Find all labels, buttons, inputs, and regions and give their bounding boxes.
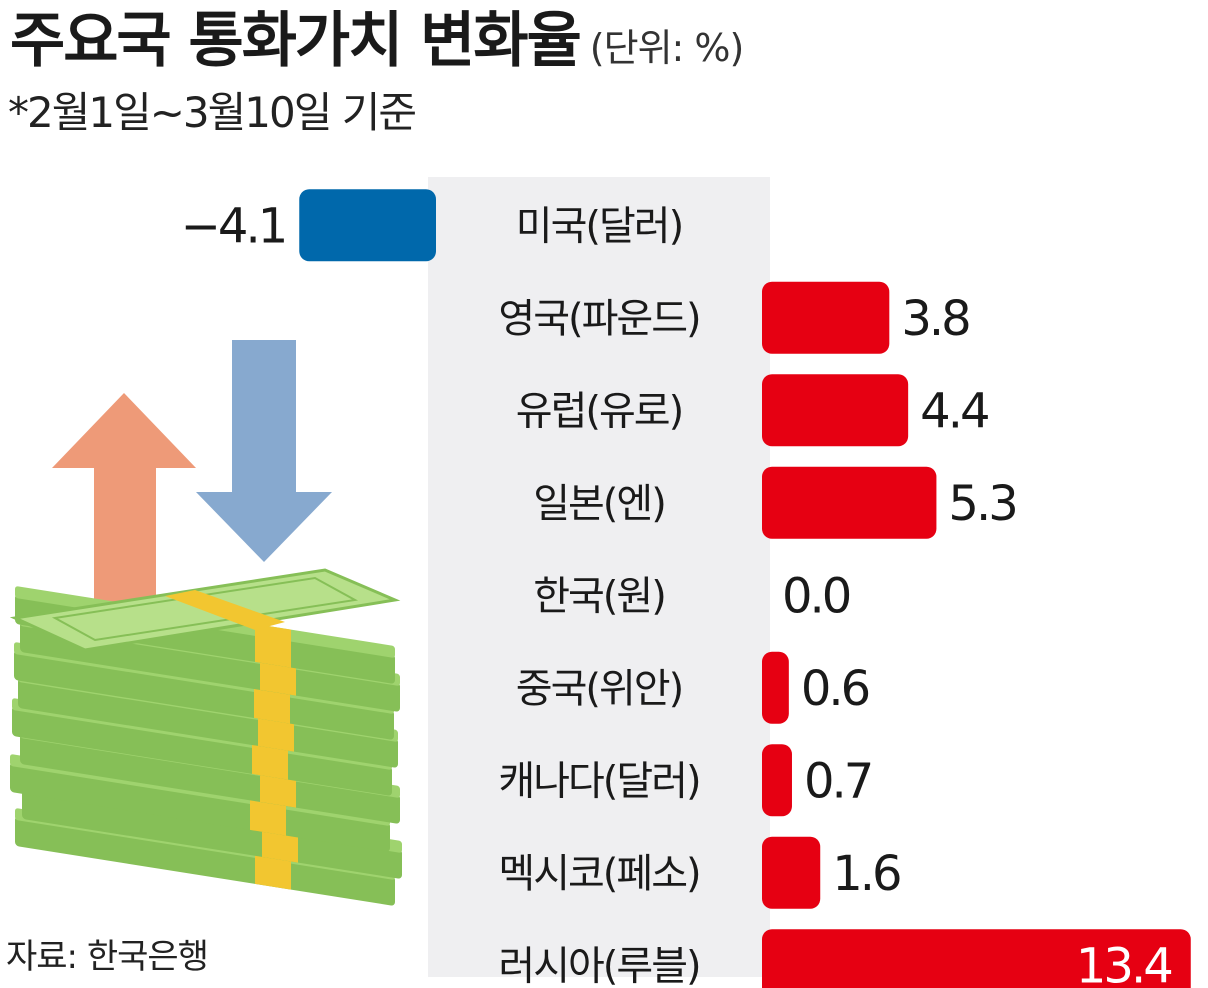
arrow-down-icon — [196, 340, 332, 562]
source-label: 자료: 한국은행 — [6, 937, 209, 977]
value-labels-group: −4.1 3.8 4.4 5.3 0.0 0.6 0.7 1.6 13.4 — [181, 198, 1175, 988]
chart-subtitle: *2월1일~3월10일 기준 — [8, 88, 417, 137]
category-label: 중국(위안) — [516, 666, 682, 712]
bars-group — [299, 189, 1191, 988]
bundle-side-icon — [18, 678, 398, 768]
unit-label: (단위: %) — [589, 26, 745, 70]
bundle-side-icon — [12, 706, 392, 796]
arrow-up-icon — [52, 393, 196, 610]
bar — [762, 281, 890, 354]
category-labels-group: 미국(달러) 영국(파운드) 유럽(유로) 일본(엔) 한국(원) 중국(위안) 캐나다(달… — [498, 203, 701, 988]
category-label: 유럽(유로) — [516, 388, 682, 434]
money-band-icon — [255, 623, 291, 668]
bar — [762, 929, 1191, 988]
category-label: 일본(엔) — [533, 481, 665, 527]
category-label: 영국(파운드) — [498, 296, 699, 342]
bar — [762, 651, 789, 724]
category-label: 한국(원) — [533, 573, 665, 619]
value-label: 0.0 — [782, 568, 850, 624]
category-label-panel — [428, 177, 770, 977]
bill-border-icon — [51, 576, 359, 642]
arrows-icon — [52, 340, 332, 610]
category-label: 멕시코(페소) — [498, 851, 699, 897]
value-label: 3.8 — [901, 291, 969, 347]
value-label: 0.6 — [801, 661, 869, 717]
bundle-side-icon — [20, 734, 400, 824]
bundle-side-icon — [10, 762, 390, 852]
category-label: 미국(달러) — [516, 203, 682, 249]
chart-title: 주요국 통화가치 변화율 (단위: %) — [10, 4, 745, 85]
money-top-bill-icon — [9, 568, 401, 652]
bar — [762, 466, 937, 539]
value-label: −4.1 — [181, 198, 286, 254]
bar — [762, 374, 909, 447]
bundle-side-icon — [22, 789, 402, 879]
category-label: 러시아(루블) — [498, 943, 699, 988]
title-text: 주요국 통화가치 변화율 — [10, 6, 582, 76]
money-stack-icon — [9, 568, 402, 906]
category-label: 캐나다(달러) — [498, 758, 699, 804]
bar — [299, 189, 436, 262]
money-band-top-icon — [165, 590, 285, 630]
bar — [762, 836, 821, 909]
value-label: 1.6 — [832, 846, 900, 902]
bundle-side-icon — [14, 650, 394, 740]
value-label: 4.4 — [920, 383, 988, 439]
bar — [762, 744, 792, 817]
value-label: 5.3 — [948, 476, 1015, 532]
value-label: 0.7 — [804, 753, 871, 809]
value-label: 13.4 — [1076, 938, 1171, 988]
bundle-side-icon — [15, 816, 395, 906]
